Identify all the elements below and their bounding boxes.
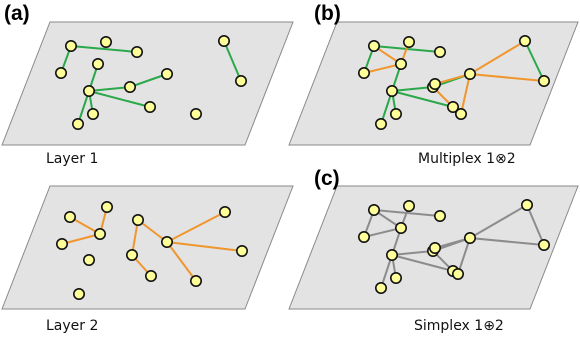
layer1-node-n4 (131, 45, 144, 58)
layer2-node-n8 (126, 249, 139, 262)
layer2-edge-n10-n12 (166, 241, 197, 282)
simplex-edge-n10-n12 (457, 237, 471, 275)
simplex-edge-n10-n15 (434, 237, 471, 249)
simplex-node-n6 (385, 249, 398, 262)
simplex-node-n12 (451, 267, 464, 280)
layer2-edge-n10-n13 (166, 211, 226, 243)
simplex-edge-n2-n5 (363, 227, 402, 238)
layer2-edge-n2-n5 (61, 233, 101, 245)
layer1-edge-n6-n8 (88, 86, 131, 92)
layer-2-plane (1, 185, 294, 310)
multiplex-edge-n6-n9 (391, 90, 454, 108)
layer2-node-n9 (145, 269, 158, 282)
layer1-node-n12 (190, 108, 203, 121)
multiplex-node-n3 (402, 35, 415, 48)
layer1-node-n3 (100, 35, 113, 48)
layer1-node-n14 (235, 75, 248, 88)
panel-letter-b: (b) (314, 2, 341, 25)
multiplex-node-n12 (454, 108, 467, 121)
simplex-caption: Simplex 1⊕2 (414, 318, 504, 334)
layer1-edge-n6-n9 (88, 90, 151, 108)
panel-layer-1: (a) Layer 1 (1, 2, 294, 167)
layer2-node-n6 (83, 254, 96, 267)
simplex-node-n10 (463, 232, 476, 245)
multiplex-node-n11 (374, 118, 387, 131)
layer2-node-n15 (132, 214, 145, 227)
simplex-node-n4 (433, 210, 446, 223)
simplex-node-n3 (402, 200, 415, 213)
multiplex-node-n6 (385, 85, 398, 98)
layer2-node-n13 (219, 206, 232, 219)
multiplex-node-n2 (357, 67, 370, 80)
multiplex-node-n5 (394, 57, 407, 70)
layer1-node-n8 (124, 81, 137, 94)
panel-multiplex: (b) Multiplex 1⊗2 (288, 2, 579, 167)
simplex-node-n15 (428, 242, 441, 255)
layer2-edge-n10-n14 (166, 241, 243, 252)
multiplex-node-n4 (433, 45, 446, 58)
simplex-node-n13 (520, 199, 533, 212)
layer-1-caption: Layer 1 (46, 151, 98, 167)
multiplex-node-n14 (537, 75, 550, 88)
multiplex-caption: Multiplex 1⊗2 (418, 151, 516, 167)
layer1-node-n9 (144, 101, 157, 114)
layer1-edge-n8-n10 (129, 73, 168, 88)
layer2-node-n14 (236, 245, 249, 258)
layer1-edge-n1-n4 (70, 45, 138, 53)
simplex-edge-n6-n9 (391, 254, 454, 272)
layer2-node-n5 (94, 228, 107, 241)
multiplex-edge-n10-n15 (434, 73, 471, 85)
layer2-node-n3 (101, 201, 114, 214)
layer1-edge-n13-n14 (223, 40, 242, 82)
simplex-node-n11 (374, 281, 387, 294)
simplex-edge-n10-n13 (469, 204, 528, 239)
multiplex-edge-n10-n12 (460, 73, 471, 115)
simplex-node-n5 (394, 222, 407, 235)
multiplex-edge-n10-n14 (469, 73, 545, 82)
layer-1-plane (1, 21, 294, 146)
simplex-edge-n6-n8 (391, 250, 434, 256)
panel-layer-2: Layer 2 (1, 185, 294, 334)
layer2-node-n12 (190, 274, 203, 287)
multiplex-node-n1 (367, 39, 380, 52)
layer2-node-n1 (64, 211, 77, 224)
multiplex-node-n9 (446, 101, 459, 114)
panel-simplex: (c) Simplex 1⊕2 (288, 167, 579, 334)
multiplex-node-n10 (463, 68, 476, 81)
layer1-node-n6 (83, 85, 96, 98)
panel-letter-a: (a) (4, 2, 30, 25)
layer1-node-n11 (72, 118, 85, 131)
multiplex-node-n13 (518, 34, 531, 47)
layer1-node-n5 (92, 57, 105, 70)
multiplex-node-n7 (389, 108, 402, 121)
layer2-edge-n10-n15 (137, 219, 168, 243)
layer2-node-n10 (161, 236, 174, 249)
simplex-edge-n13-n14 (526, 204, 545, 246)
layer-2-caption: Layer 2 (46, 318, 98, 334)
simplex-edge-n10-n14 (469, 237, 545, 246)
panel-letter-c: (c) (314, 167, 340, 190)
layer1-node-n13 (218, 34, 231, 47)
layer1-node-n2 (54, 67, 67, 80)
multiplex-edge-n2-n5 (363, 63, 402, 74)
multiplex-edge-n10-n13 (469, 40, 526, 75)
multiplex-edge-n13-n14 (524, 40, 545, 82)
simplex-node-n7 (389, 271, 402, 284)
simplex-node-n14 (537, 239, 550, 252)
layer2-node-n2 (55, 238, 68, 251)
simplex-node-n1 (367, 204, 380, 217)
layer1-node-n7 (87, 108, 100, 121)
layer2-node-n11 (73, 287, 86, 300)
simplex-node-n2 (357, 231, 370, 244)
layer1-node-n10 (161, 68, 174, 81)
layer1-node-n1 (65, 39, 78, 52)
multiplex-node-n15 (428, 78, 441, 91)
multiplex-edge-n6-n8 (391, 86, 434, 92)
